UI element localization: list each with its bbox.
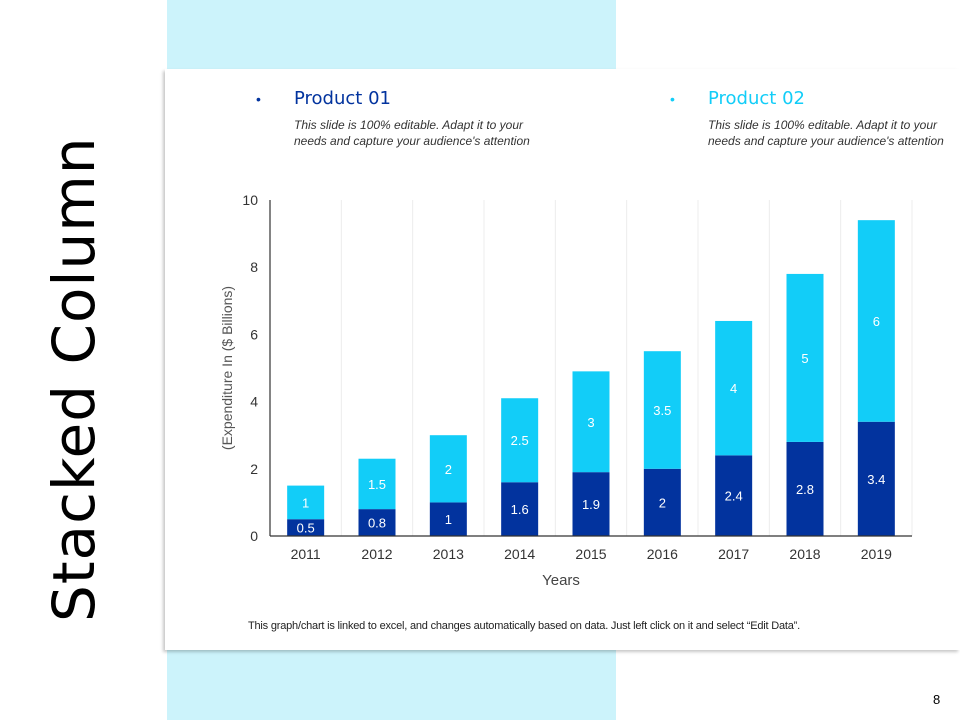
y-tick-label: 2 (250, 461, 258, 477)
data-label: 5 (801, 351, 808, 366)
bullet-icon: • (670, 90, 675, 107)
bar-product-01-2012 (358, 509, 396, 536)
bar-product-02-2018 (786, 273, 824, 442)
y-tick-label: 8 (250, 259, 258, 275)
bars: 0.5 1 0.8 1.5 1 2 1.6 2.5 1.9 3 2 3.5 2.4 4 2.8 5 3.4 6 (287, 220, 895, 536)
data-label: 1.9 (582, 497, 600, 512)
x-tick-label: 2011 (291, 546, 321, 562)
data-label: 6 (873, 314, 880, 329)
data-label: 0.5 (297, 521, 315, 536)
y-tick-label: 10 (242, 192, 258, 208)
chart-card (165, 69, 960, 650)
data-label: 2.8 (796, 482, 814, 497)
bar-product-01-2016 (643, 468, 681, 536)
y-tick-label: 4 (250, 394, 258, 410)
bar-product-01-2011 (287, 519, 325, 536)
bar-product-02-2017 (715, 320, 753, 456)
data-label: 0.8 (368, 516, 386, 531)
y-axis-ticks: 0 2 4 6 8 10 (242, 192, 258, 544)
bar-product-02-2011 (287, 485, 325, 520)
gridlines (340, 200, 913, 536)
bar-product-01-2018 (786, 441, 824, 536)
legend-product-02: • Product 02 This slide is 100% editable… (670, 88, 958, 149)
legend-title: Product 02 (708, 88, 805, 109)
bar-product-01-2013 (429, 502, 467, 536)
x-tick-label: 2019 (861, 546, 892, 562)
data-label: 2.5 (511, 433, 529, 448)
footnote: This graph/chart is linked to excel, and… (248, 620, 800, 632)
data-label: 3 (587, 415, 594, 430)
y-axis-title: (Expenditure In ($ Billions) (219, 286, 235, 450)
data-label: 2 (445, 462, 452, 477)
page-number: 8 (933, 692, 941, 707)
x-tick-label: 2013 (433, 546, 464, 562)
x-tick-label: 2017 (718, 546, 749, 562)
data-label: 3.5 (653, 403, 671, 418)
bar-product-01-2014 (501, 482, 539, 536)
bar-product-02-2012 (358, 458, 396, 510)
x-tick-label: 2018 (789, 546, 820, 562)
bar-product-02-2013 (429, 435, 467, 503)
x-tick-label: 2015 (575, 546, 606, 562)
bar-product-02-2015 (572, 371, 610, 473)
data-label: 3.4 (867, 472, 885, 487)
bar-product-01-2019 (857, 421, 895, 536)
data-label: 2.4 (725, 489, 743, 504)
y-tick-label: 0 (250, 528, 258, 544)
x-tick-label: 2012 (361, 546, 392, 562)
data-label: 1 (445, 512, 452, 527)
bar-product-02-2014 (501, 398, 539, 483)
data-label: 1.5 (368, 477, 386, 492)
legend-product-01: • Product 01 This slide is 100% editable… (256, 88, 544, 149)
bar-product-01-2015 (572, 472, 610, 536)
data-label: 1.6 (511, 502, 529, 517)
legend-description: This slide is 100% editable. Adapt it to… (708, 118, 944, 148)
bar-product-01-2017 (715, 455, 753, 536)
data-label: 4 (730, 381, 737, 396)
x-tick-label: 2014 (504, 546, 535, 562)
bullet-icon: • (256, 90, 261, 107)
legend-title: Product 01 (294, 88, 391, 109)
bar-product-02-2019 (857, 220, 895, 422)
x-axis-title: Years (542, 572, 580, 589)
data-label: 1 (302, 495, 309, 510)
x-axis-ticks: 2011 2012 2013 2014 2015 2016 2017 2018 2019 (291, 546, 893, 562)
bar-product-02-2016 (643, 351, 681, 469)
x-tick-label: 2016 (647, 546, 678, 562)
data-label: 2 (659, 495, 666, 510)
legend-description: This slide is 100% editable. Adapt it to… (294, 118, 530, 148)
y-tick-label: 6 (250, 326, 258, 342)
